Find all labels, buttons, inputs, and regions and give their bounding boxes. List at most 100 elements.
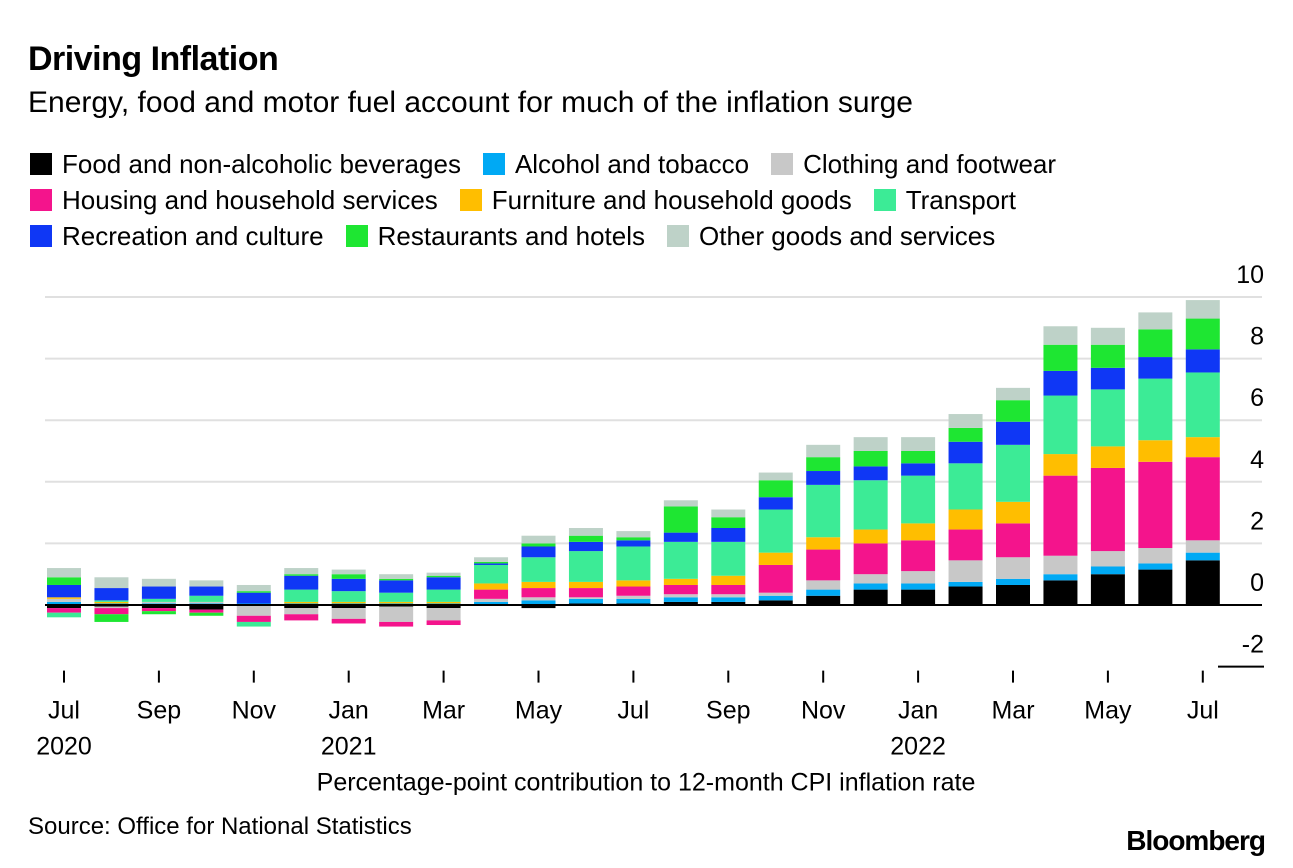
- bar-segment: [568, 528, 603, 536]
- x-tick-label: Jul: [1187, 697, 1219, 725]
- bar-segment: [1043, 326, 1078, 345]
- bar-segment: [663, 506, 698, 533]
- legend-swatch: [459, 189, 482, 211]
- bar-segment: [1138, 312, 1173, 330]
- bar-segment: [806, 549, 841, 581]
- bar-segment: [1043, 454, 1078, 476]
- bar-segment: [426, 605, 461, 609]
- bar-segment: [189, 605, 224, 610]
- bar-segment: [616, 540, 651, 547]
- bar-segment: [1185, 318, 1220, 350]
- bar-segment: [474, 589, 509, 599]
- bloomberg-logo: Bloomberg: [1126, 825, 1266, 856]
- bar-segment: [426, 608, 461, 621]
- legend-swatch: [30, 153, 52, 175]
- bar-segment: [331, 618, 366, 624]
- bar-segment: [284, 568, 319, 575]
- x-axis-title: Percentage-point contribution to 12-mont…: [317, 769, 976, 795]
- bar-segment: [758, 509, 793, 553]
- legend-swatch: [482, 153, 505, 175]
- legend-item: Transport: [873, 182, 1016, 218]
- bar-segment: [1138, 440, 1173, 462]
- bar-segment: [379, 592, 414, 602]
- bar-segment: [806, 537, 841, 550]
- bar-segment: [521, 557, 556, 582]
- legend-row: Food and non-alcoholic beverages Alcohol …: [30, 146, 1270, 182]
- bar-segment: [711, 597, 746, 602]
- bar-segment: [1090, 574, 1125, 605]
- bar-segment: [331, 605, 366, 609]
- bar-segment: [141, 611, 176, 615]
- bar-segment: [758, 592, 793, 596]
- bar-segment: [1138, 357, 1173, 379]
- bar-segment: [1185, 437, 1220, 458]
- bar-segment: [853, 466, 888, 481]
- bar-segment: [616, 546, 651, 581]
- bar-segment: [948, 581, 983, 587]
- bar-segment: [474, 563, 509, 565]
- bar-segment: [758, 497, 793, 510]
- bar-segment: [94, 577, 129, 589]
- bar-segment: [996, 400, 1030, 422]
- bar-segment: [853, 451, 888, 467]
- bar-segment: [1043, 574, 1078, 581]
- bar-segment: [426, 601, 461, 604]
- bar-segment: [379, 601, 414, 604]
- bar-segment: [284, 575, 319, 590]
- bar-segment: [568, 541, 603, 552]
- legend-swatch: [873, 189, 896, 211]
- chart-subtitle: Energy, food and motor fuel account for …: [28, 86, 913, 119]
- bar-segment: [189, 595, 224, 602]
- legend-swatch: [30, 225, 52, 247]
- bar-segment: [521, 597, 556, 601]
- bar-segment: [996, 421, 1030, 445]
- bar-segment: [474, 564, 509, 584]
- bar-segment: [1138, 569, 1173, 605]
- bar-segment: [379, 578, 414, 581]
- bar-segment: [948, 427, 983, 442]
- bar-segment: [1090, 327, 1125, 345]
- bar-segment: [1138, 461, 1173, 549]
- x-year-label: 2020: [36, 733, 92, 761]
- bar-segment: [663, 601, 698, 605]
- bar-segment: [806, 457, 841, 472]
- bar-segment: [758, 600, 793, 605]
- bar-segment: [47, 598, 81, 602]
- bar-segment: [1043, 344, 1078, 371]
- bar-segment: [1138, 329, 1173, 358]
- bar-segment: [189, 609, 224, 613]
- bar-segment: [616, 537, 651, 541]
- y-tick-label: -2: [1242, 631, 1264, 659]
- bar-segment: [1185, 300, 1220, 319]
- bar-segment: [47, 612, 81, 618]
- legend-label: Furniture and household goods: [491, 185, 852, 215]
- bar-segment: [47, 597, 81, 599]
- legend-item: Housing and household services: [30, 182, 438, 218]
- legend-item: Food and non-alcoholic beverages: [30, 146, 461, 182]
- bar-segment: [806, 595, 841, 605]
- bar-segment: [521, 600, 556, 605]
- chart-title: Driving Inflation: [28, 40, 279, 78]
- legend-swatch: [667, 225, 689, 247]
- bar-segment: [901, 463, 936, 476]
- bar-segment: [94, 601, 129, 604]
- bar-segment: [47, 568, 81, 578]
- bar-segment: [1043, 555, 1078, 575]
- bar-segment: [1185, 372, 1220, 438]
- bar-segment: [1185, 552, 1220, 561]
- bar-segment: [1090, 389, 1125, 447]
- bar-segment: [853, 574, 888, 584]
- bar-segment: [474, 561, 509, 564]
- bar-segment: [47, 608, 81, 613]
- bar-segment: [1185, 457, 1220, 541]
- bar-segment: [521, 535, 556, 544]
- bar-segment: [568, 588, 603, 598]
- bar-segment: [47, 584, 81, 598]
- bar-segment: [616, 586, 651, 596]
- bar-segment: [94, 600, 129, 602]
- y-tick-label: 0: [1250, 569, 1264, 597]
- bar-segment: [236, 591, 271, 593]
- chart-legend: Food and non-alcoholic beverages Alcohol …: [30, 146, 1270, 254]
- x-tick-label: May: [515, 697, 563, 725]
- bar-segment: [663, 594, 698, 598]
